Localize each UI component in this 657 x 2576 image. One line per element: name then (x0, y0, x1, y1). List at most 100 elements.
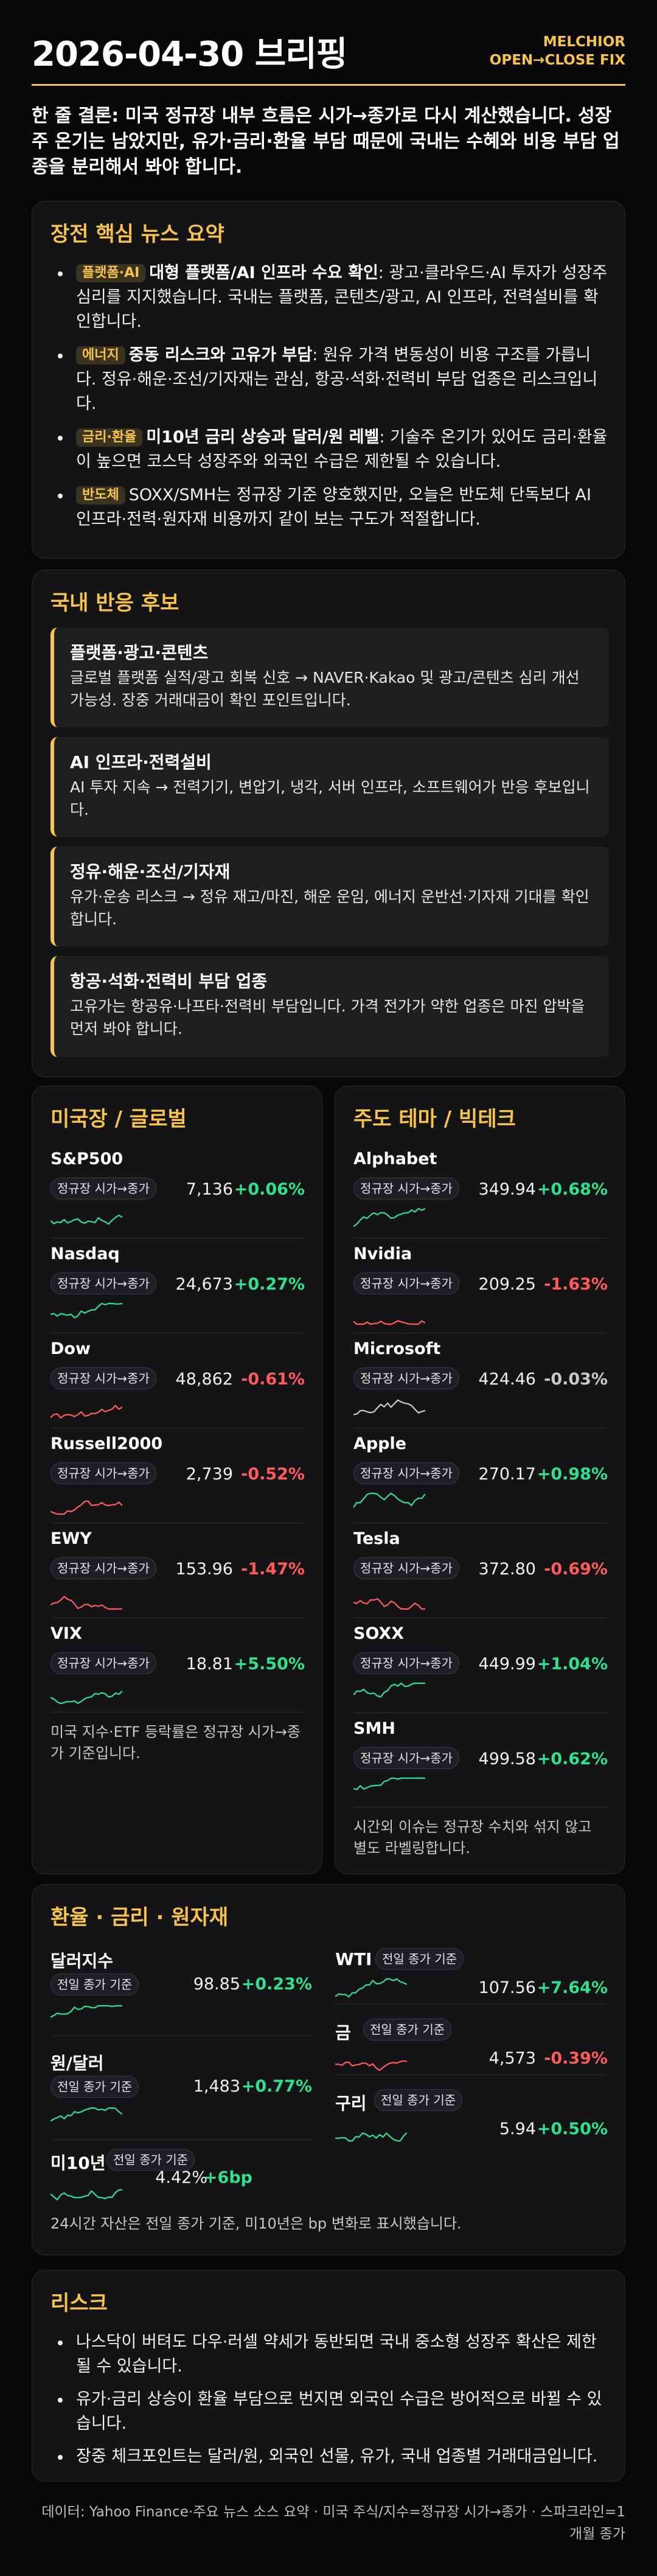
fx-row: WTI 전일 종가 기준 107.56 +7.64% (335, 1948, 608, 2040)
risk-item: 유가·금리 상승이 환율 부담으로 번지면 외국인 수급은 방어적으로 바뀔 수… (50, 2387, 609, 2436)
market-name: SOXX (353, 1624, 405, 1643)
basis-badge: 정규장 시가→종가 (353, 1178, 459, 1199)
sparkline-path (50, 1691, 122, 1705)
domestic-item-text: AI 투자 지속 → 전력기기, 변압기, 냉각, 서버 인프라, 소프트웨어가… (70, 778, 590, 819)
fx-change: +7.64% (537, 1978, 608, 1997)
risk-item: 장중 체크포인트는 달러/원, 외국인 선물, 유가, 국내 업종별 거래대금입… (50, 2445, 609, 2469)
sparkline-path (353, 1598, 425, 1610)
market-name: Russell2000 (50, 1434, 163, 1453)
risk-item: 나스닥이 버텨도 다우·러셀 약세가 동반되면 국내 중소형 성장주 확산은 제… (50, 2330, 609, 2379)
footer-source: 데이터: Yahoo Finance·주요 뉴스 소스 요약 · 미국 주식/지… (41, 2504, 625, 2542)
news-item: 에너지 중동 리스크와 고유가 부담: 원유 가격 변동성이 비용 구조를 가릅니… (50, 343, 609, 416)
market-change: +1.04% (537, 1655, 608, 1674)
news-body: : 원유 가격 변동성이 비용 구조를 가릅니다. 정유·해운·조선/기자재는 … (76, 346, 598, 413)
basis-badge: 정규장 시가→종가 (50, 1652, 156, 1674)
market-row: Dow 정규장 시가→종가 48,862 -0.61% (50, 1339, 305, 1434)
fx-value: 4.42% (155, 2168, 207, 2187)
market-value: 424.46 (478, 1370, 536, 1389)
news-item: 반도체 SOXX/SMH는 정규장 기준 양호했지만, 오늘은 반도체 단독보다 … (50, 483, 609, 532)
domestic-item: 정유·해운·조선/기자재 유가·운송 리스크 → 정유 재고/마진, 해운 운임,… (50, 846, 609, 946)
news-body: SOXX/SMH는 정규장 기준 양호했지만, 오늘은 반도체 단독보다 AI … (76, 486, 591, 529)
basis-badge: 정규장 시가→종가 (353, 1557, 459, 1579)
sparkline-chart (335, 2060, 407, 2072)
domestic-item: AI 인프라·전력설비 AI 투자 지속 → 전력기기, 변압기, 냉각, 서버 … (50, 737, 609, 837)
basis-badge: 정규장 시가→종가 (353, 1747, 459, 1769)
fx-change: -0.39% (544, 2049, 608, 2068)
sparkline-chart (50, 1500, 122, 1515)
sparkline-path (50, 2189, 122, 2201)
market-row: VIX 정규장 시가→종가 18.81 +5.50% (50, 1624, 305, 1719)
market-change: +0.62% (537, 1750, 608, 1768)
row-divider (353, 1712, 608, 1713)
news-tag: 플랫폼·AI (76, 264, 146, 282)
domestic-item-title: 항공·석화·전력비 부담 업종 (70, 971, 268, 991)
market-name: Tesla (353, 1529, 400, 1548)
fx-row: 금 전일 종가 기준 4,573 -0.39% (335, 2019, 608, 2111)
basis-badge: 정규장 시가→종가 (50, 1272, 156, 1294)
sparkline-path (353, 1492, 425, 1508)
header: 2026-04-30 브리핑 MELCHIOR OPEN→CLOSE FIX (32, 27, 625, 83)
fx-change: +6bp (203, 2168, 252, 2187)
market-value: 209.25 (478, 1275, 536, 1294)
market-row: SOXX 정규장 시가→종가 449.99 +1.04% (353, 1624, 608, 1719)
fx-value: 5.94 (499, 2120, 536, 2138)
sparkline-chart (353, 1492, 425, 1508)
market-name: VIX (50, 1624, 82, 1643)
market-row: Apple 정규장 시가→종가 270.17 +0.98% (353, 1434, 608, 1529)
market-change: -0.61% (241, 1370, 305, 1389)
market-value: 349.94 (478, 1180, 536, 1199)
news-card: 장전 핵심 뉴스 요약 플랫폼·AI 대형 플랫폼/AI 인프라 수요 확인: 광… (32, 201, 625, 559)
sparkline-path (50, 1302, 122, 1319)
market-row: S&P500 정규장 시가→종가 7,136 +0.06% (50, 1150, 305, 1244)
market-name: EWY (50, 1529, 92, 1548)
sparkline-chart (335, 1978, 407, 1998)
market-name: Alphabet (353, 1150, 437, 1168)
market-change: +0.06% (234, 1180, 305, 1199)
row-divider (335, 2004, 608, 2005)
lead-summary: 한 줄 결론: 미국 정규장 내부 흐름은 시가→종가로 다시 계산했습니다. … (32, 105, 620, 178)
sparkline-chart (50, 1302, 122, 1319)
market-value: 449.99 (478, 1655, 536, 1674)
market-name: S&P500 (50, 1150, 123, 1168)
news-headline: 중동 리스크와 고유가 부담 (128, 346, 313, 365)
basis-badge: 정규장 시가→종가 (50, 1557, 156, 1579)
fx-row: 달러지수 전일 종가 기준 98.85 +0.23% (50, 1948, 312, 2039)
domestic-item-title: 정유·해운·조선/기자재 (70, 862, 231, 882)
fx-name: 금 (335, 2023, 351, 2043)
fx-value: 107.56 (478, 1978, 536, 1997)
sparkline-chart (50, 1214, 122, 1225)
market-value: 7,136 (186, 1180, 233, 1199)
sparkline-chart (353, 1399, 425, 1415)
sparkline-path (335, 2132, 407, 2142)
fx-title: 환율 · 금리 · 원자재 (50, 1905, 229, 1930)
sparkline-chart (353, 1598, 425, 1610)
sparkline-chart (50, 2005, 122, 2018)
market-row: Tesla 정규장 시가→종가 372.80 -0.69% (353, 1529, 608, 1624)
market-value: 153.96 (175, 1560, 233, 1579)
market-value: 270.17 (478, 1465, 536, 1484)
sparkline-chart (353, 1682, 425, 1698)
fx-change: +0.77% (241, 2077, 312, 2096)
market-change: +0.98% (537, 1465, 608, 1484)
sparkline-path (50, 1214, 122, 1225)
domestic-item-title: 플랫폼·광고·콘텐츠 (70, 643, 209, 663)
news-headline: 미10년 금리 상승과 달러/원 레벨 (146, 428, 380, 447)
domestic-item-text: 고유가는 항공유·나프타·전력비 부담입니다. 가격 전가가 약한 업종은 마진… (70, 997, 585, 1038)
market-row: Russell2000 정규장 시가→종가 2,739 -0.52% (50, 1434, 305, 1529)
market-value: 48,862 (175, 1370, 233, 1389)
fx-name: 구리 (335, 2093, 367, 2114)
basis-badge: 정규장 시가→종가 (353, 1462, 459, 1484)
header-divider (32, 84, 625, 86)
sparkline-path (353, 1777, 425, 1790)
fx-name: WTI (335, 1949, 372, 1969)
market-change: -0.69% (544, 1560, 608, 1579)
market-change: +5.50% (234, 1655, 305, 1674)
market-name: Nvidia (353, 1244, 412, 1263)
sparkline-chart (353, 1320, 425, 1325)
sparkline-chart (50, 2189, 122, 2201)
sparkline-path (353, 1320, 425, 1325)
basis-badge: 정규장 시가→종가 (353, 1652, 459, 1674)
news-tag: 반도체 (76, 486, 125, 504)
brand-subtitle: OPEN→CLOSE FIX (489, 52, 625, 68)
